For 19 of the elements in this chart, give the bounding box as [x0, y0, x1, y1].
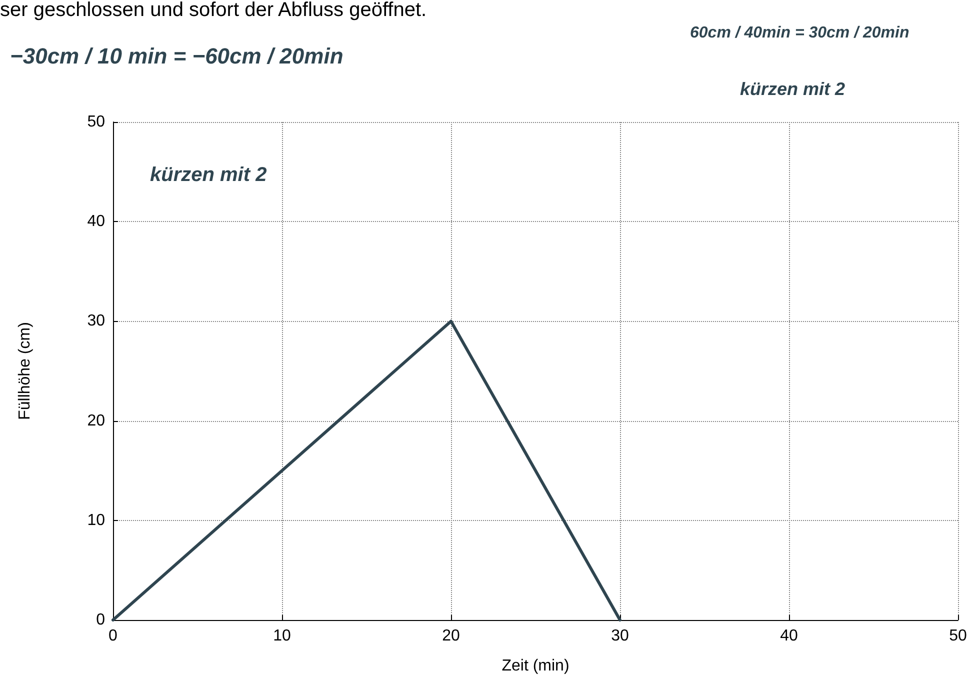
x-tick-label: 50: [949, 628, 967, 644]
x-tick-label: 20: [442, 628, 460, 644]
y-tick-label: 30: [87, 312, 106, 330]
y-tick-label: 40: [87, 213, 106, 230]
annotation: kürzen mit 2: [150, 164, 267, 186]
y-tick-label: 0: [96, 612, 106, 628]
y-tick-label: 20: [87, 412, 106, 430]
text: ser geschlossen und sofort der Abfluss geöffnet.: [0, 0, 427, 21]
x-tick-label: 10: [273, 628, 291, 644]
x-axis-title: Zeit (min): [502, 658, 570, 674]
text: 60cm / 40min = 30cm / 20min: [690, 24, 910, 42]
y-tick-label: 10: [87, 512, 106, 529]
y-tick-label: 50: [87, 114, 106, 130]
text: kürzen mit 2: [740, 79, 846, 99]
x-tick-label: 40: [780, 628, 798, 644]
text: −30cm / 10 min = −60cm / 20min: [10, 44, 344, 68]
x-tick-label: 0: [108, 628, 118, 644]
y-axis-title: Füllhöhe (cm): [16, 322, 34, 420]
x-tick-label: 30: [611, 628, 629, 644]
